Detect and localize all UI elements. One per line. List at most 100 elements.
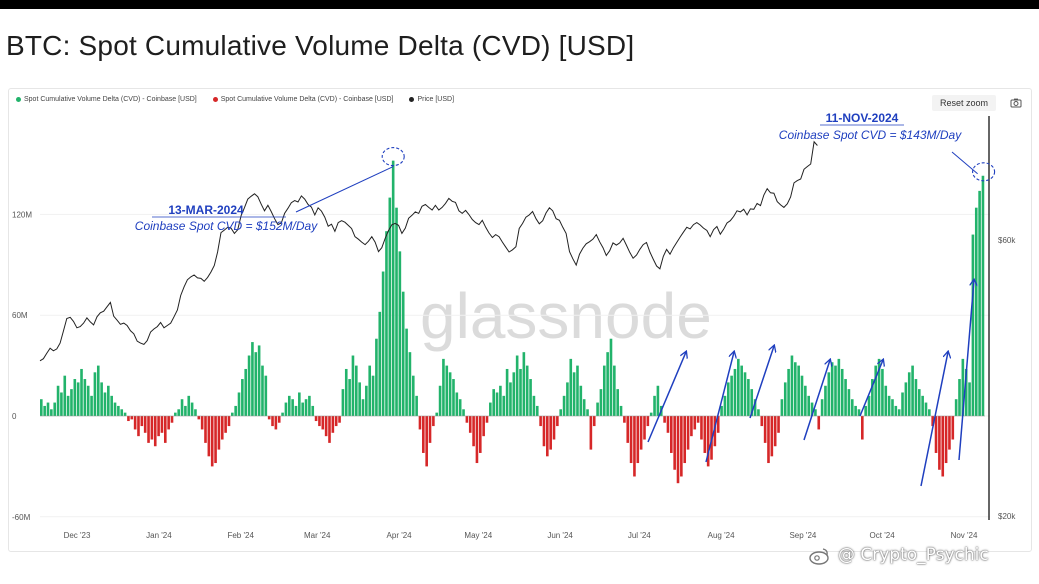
cvd-bar-positive <box>653 395 656 416</box>
cvd-bar-positive <box>505 368 509 416</box>
x-tick-label: Aug '24 <box>708 531 735 540</box>
trend-arrow <box>958 280 974 461</box>
trend-arrow <box>803 360 830 441</box>
cvd-bar-positive <box>914 379 918 416</box>
legend-label: Price [USD] <box>417 96 455 103</box>
legend-item-cvd-negative[interactable]: Spot Cumulative Volume Delta (CVD) - Coi… <box>212 96 393 103</box>
cvd-bar-positive <box>502 395 506 416</box>
cvd-bar-positive <box>519 368 522 416</box>
cvd-bar-negative <box>683 416 687 464</box>
cvd-bar-positive <box>281 412 284 416</box>
cvd-bar-negative <box>539 416 542 427</box>
cvd-bar-negative <box>217 416 221 450</box>
cvd-bar-negative <box>214 416 217 464</box>
cvd-bar-positive <box>602 365 606 416</box>
cvd-bar-negative <box>127 416 130 422</box>
cvd-bar-positive <box>304 399 308 416</box>
cvd-bar-negative <box>777 416 780 433</box>
cvd-bar-negative <box>318 416 321 427</box>
cvd-bar-positive <box>559 409 563 416</box>
top-bar <box>0 0 1039 9</box>
cvd-bar-positive <box>954 399 958 416</box>
cvd-bar-positive <box>499 385 502 416</box>
cvd-bar-positive <box>924 402 928 416</box>
legend-item-price[interactable]: Price [USD] <box>409 96 454 103</box>
cvd-bar-positive <box>120 409 124 416</box>
cvd-bar-negative <box>633 416 636 477</box>
x-tick-label: May '24 <box>464 531 492 540</box>
cvd-bar-negative <box>693 416 697 430</box>
legend-item-cvd-positive[interactable]: Spot Cumulative Volume Delta (CVD) - Coi… <box>16 96 197 103</box>
cvd-bar-positive <box>123 412 127 416</box>
camera-icon[interactable] <box>1010 97 1022 109</box>
cvd-bar-positive <box>401 291 405 416</box>
cvd-bar-positive <box>509 382 512 416</box>
cvd-bar-negative <box>224 416 227 433</box>
cvd-bar-positive <box>562 395 566 416</box>
x-tick-label: Mar '24 <box>304 531 331 540</box>
cvd-bar-negative <box>643 416 646 440</box>
cvd-bar-negative <box>763 416 767 443</box>
annotation-layer <box>152 124 996 487</box>
cvd-bar-negative <box>204 416 207 443</box>
cvd-bar-positive <box>291 399 294 416</box>
cvd-bar-positive <box>398 251 402 416</box>
cvd-bar-negative <box>670 416 673 453</box>
cvd-bar-positive <box>86 385 90 416</box>
cvd-bar-negative <box>160 416 164 433</box>
cvd-bar-positive <box>348 379 351 416</box>
cvd-bar-positive <box>46 402 50 416</box>
cvd-bar-positive <box>311 405 315 416</box>
cvd-bar-positive <box>381 271 385 416</box>
cvd-bar-positive <box>572 372 576 416</box>
cvd-bar-negative <box>948 416 951 450</box>
cvd-bar-positive <box>619 405 623 416</box>
cvd-bar-positive <box>375 338 378 416</box>
cvd-bar-negative <box>934 416 938 453</box>
cvd-bar-negative <box>629 416 633 464</box>
cvd-bar-positive <box>462 409 465 416</box>
cvd-bar-negative <box>210 416 214 467</box>
cvd-bar-positive <box>378 311 382 416</box>
cvd-bar-negative <box>277 416 281 423</box>
cvd-bar-positive <box>257 345 261 416</box>
cvd-bar-positive <box>395 207 398 416</box>
cvd-bar-positive <box>968 382 971 416</box>
cvd-bar-negative <box>703 416 707 453</box>
cvd-bar-positive <box>917 389 921 416</box>
cvd-bar-negative <box>556 416 559 427</box>
cvd-bar-positive <box>850 399 854 416</box>
cvd-bar-positive <box>492 389 495 416</box>
cvd-bar-positive <box>529 379 532 416</box>
cvd-bar-positive <box>535 405 539 416</box>
cvd-bar-positive <box>405 328 408 416</box>
cvd-bar-negative <box>150 416 154 440</box>
cvd-bar-negative <box>700 416 703 440</box>
right-tick-label: $60k <box>998 236 1016 245</box>
reset-zoom-button[interactable]: Reset zoom <box>932 95 996 111</box>
cvd-bar-positive <box>834 365 837 416</box>
cvd-bar-positive <box>609 338 613 416</box>
cvd-bar-positive <box>438 385 442 416</box>
cvd-bar-positive <box>391 160 395 416</box>
cvd-bar-positive <box>793 362 797 416</box>
cvd-bar-negative <box>592 416 596 427</box>
cvd-bar-negative <box>626 416 630 443</box>
cvd-bar-positive <box>854 405 857 416</box>
cvd-bar-positive <box>70 389 73 416</box>
cvd-bar-positive <box>656 385 660 416</box>
cvd-bar-positive <box>411 375 415 416</box>
cvd-bar-positive <box>489 402 492 416</box>
cvd-bar-positive <box>730 375 733 416</box>
cvd-bar-negative <box>673 416 676 470</box>
cvd-bar-negative <box>542 416 546 447</box>
cvd-bar-positive <box>723 395 727 416</box>
cvd-bar-negative <box>676 416 680 484</box>
cvd-bar-negative <box>663 416 666 423</box>
cvd-bar-positive <box>435 412 439 416</box>
cvd-bar-positive <box>733 368 737 416</box>
cvd-bar-positive <box>864 405 867 416</box>
cvd-bar-positive <box>884 385 888 416</box>
cvd-bar-positive <box>251 342 254 416</box>
camera-icon-glyph <box>1010 98 1022 108</box>
